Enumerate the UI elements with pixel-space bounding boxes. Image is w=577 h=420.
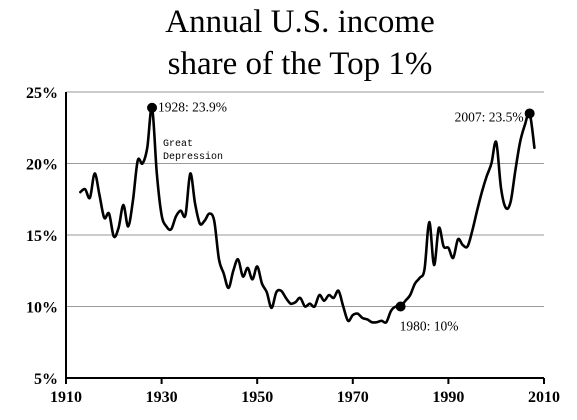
- x-tick-label: 1930: [146, 389, 178, 406]
- annotation-labels: 1928: 23.9% 2007: 23.5% 1980: 10%: [158, 100, 524, 334]
- y-tick-label: 25%: [26, 85, 58, 102]
- y-tick-label: 5%: [34, 371, 58, 388]
- x-tick-label: 1950: [241, 389, 273, 406]
- x-axis-ticks: 1910 1930 1950 1970 1990 2010: [50, 378, 560, 406]
- chart-title-line2: share of the Top 1%: [168, 46, 433, 82]
- y-tick-label: 20%: [26, 157, 58, 174]
- chart-title-line1: Annual U.S. income: [165, 4, 434, 40]
- annotation-marker: [147, 102, 158, 113]
- annotation-label: 1928: 23.9%: [158, 100, 227, 115]
- annotation-markers: [147, 102, 535, 312]
- x-tick-label: 1970: [337, 389, 369, 406]
- series-line: [79, 106, 536, 325]
- y-axis-ticks: 5% 10% 15% 20% 25%: [26, 85, 58, 388]
- x-tick-label: 1910: [50, 389, 82, 406]
- annotation-marker: [524, 108, 535, 119]
- great-depression-note-line1: Great: [163, 139, 193, 150]
- annotation-marker: [395, 301, 406, 312]
- y-tick-label: 10%: [26, 300, 58, 317]
- great-depression-note-line2: Depression: [163, 151, 223, 163]
- x-tick-label: 2010: [528, 389, 560, 406]
- y-tick-label: 15%: [26, 228, 58, 245]
- annotation-label: 2007: 23.5%: [455, 109, 524, 124]
- annotation-label: 1980: 10%: [400, 319, 459, 334]
- x-tick-label: 1990: [432, 389, 464, 406]
